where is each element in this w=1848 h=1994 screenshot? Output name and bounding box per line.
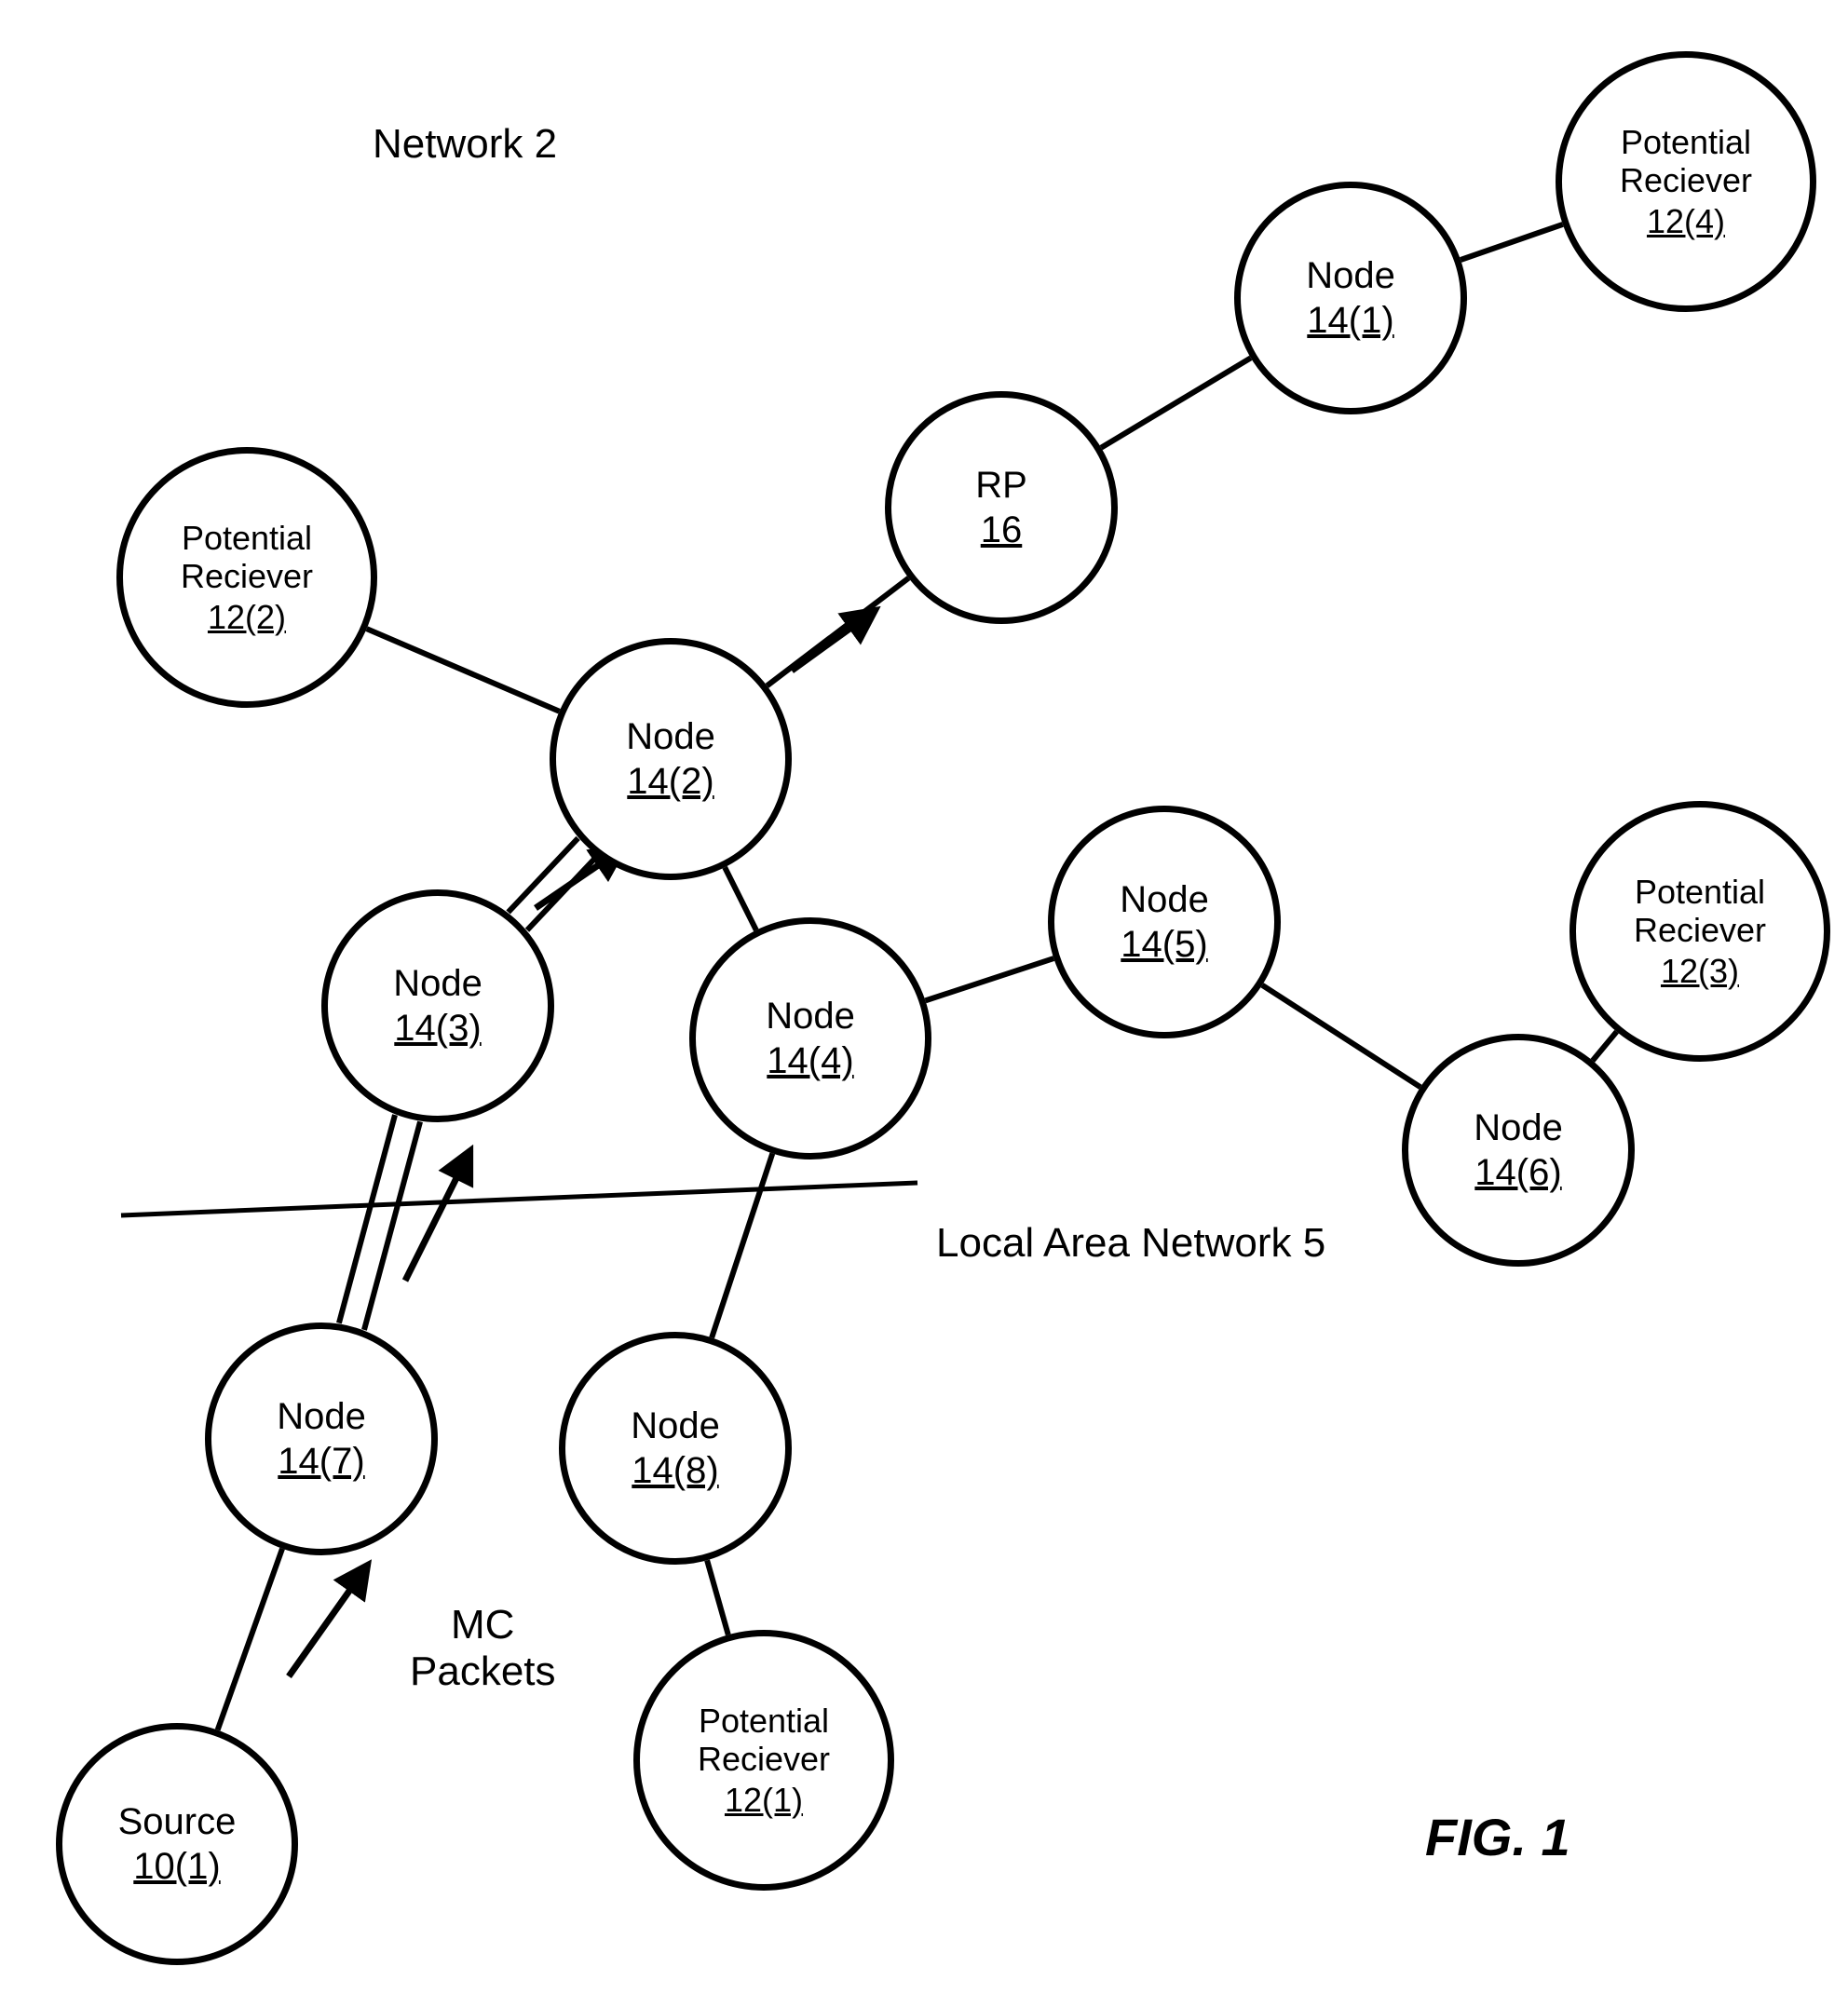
edge-node14_6-pr12_3 [1593,1032,1617,1061]
node-title: PotentialReciever [698,1702,830,1779]
node-node14_5: Node14(5) [1048,806,1281,1038]
node-pr12_1: PotentialReciever12(1) [633,1630,894,1891]
edge-node14_2-pr12_2 [367,629,560,712]
edge-node14_7-node14_3 [364,1121,420,1330]
node-ref: 12(4) [1647,202,1725,240]
node-title: Node [631,1404,720,1447]
node-node14_7: Node14(7) [205,1323,438,1555]
node-ref: 12(3) [1661,952,1739,990]
node-node14_6: Node14(6) [1402,1034,1635,1267]
flow-arrow-1 [405,1150,470,1281]
node-title: RP [975,464,1027,507]
mc-label: MCPackets [410,1602,556,1695]
edge-node14_3-node14_2 [527,856,597,930]
node-ref: 12(1) [725,1781,803,1819]
node-title: PotentialReciever [181,519,313,596]
edge-node14_3-node14_2 [509,838,578,913]
node-title: Node [277,1395,366,1438]
node-title: Node [393,962,482,1005]
node-title: Node [1474,1106,1563,1149]
flow-arrow-0 [289,1565,368,1676]
node-title: Node [1306,254,1395,297]
network-label: Network 2 [373,121,557,168]
node-title: PotentialReciever [1620,123,1752,200]
edge-node14_8-pr12_1 [707,1560,728,1635]
edge-source10_1-node14_7 [218,1549,282,1730]
node-ref: 14(8) [632,1449,718,1492]
diagram-canvas: Source10(1)Node14(7)Node14(8)PotentialRe… [0,0,1848,1994]
node-node14_4: Node14(4) [689,917,931,1160]
node-node14_3: Node14(3) [321,889,554,1122]
node-ref: 12(2) [208,598,286,636]
edge-node14_2-node14_4 [725,867,756,929]
node-pr12_2: PotentialReciever12(2) [116,447,377,708]
node-node14_2: Node14(2) [550,638,792,880]
node-pr12_4: PotentialReciever12(4) [1556,51,1816,312]
node-title: PotentialReciever [1634,873,1766,950]
edge-node14_5-node14_6 [1262,985,1420,1088]
node-ref: 14(4) [767,1039,853,1082]
edge-node14_2-rp16 [767,578,908,686]
edge-rp16-node14_1 [1101,358,1251,447]
edge-node14_1-pr12_4 [1461,224,1563,260]
edge-node14_4-node14_5 [925,958,1053,1000]
node-title: Source [118,1800,237,1843]
node-ref: 10(1) [133,1845,220,1888]
edge-node14_4-node14_8 [712,1153,772,1337]
node-node14_1: Node14(1) [1234,182,1467,414]
node-title: Node [766,995,855,1038]
node-rp16: RP16 [885,391,1118,624]
node-ref: 16 [981,509,1023,551]
node-title: Node [626,715,715,758]
node-ref: 14(1) [1307,299,1393,342]
node-title: Node [1120,878,1209,921]
node-ref: 14(3) [394,1007,481,1050]
node-node14_8: Node14(8) [559,1332,792,1565]
flow-arrow-3 [792,610,876,671]
edge-node14_7-node14_3 [339,1115,395,1323]
node-ref: 14(6) [1474,1151,1561,1194]
lan-label: Local Area Network 5 [936,1220,1325,1267]
node-ref: 14(2) [627,760,713,803]
node-source10_1: Source10(1) [56,1723,298,1965]
lan-divider-line [121,1183,917,1215]
node-ref: 14(7) [278,1440,364,1483]
node-pr12_3: PotentialReciever12(3) [1569,801,1830,1062]
fig-label: FIG. 1 [1425,1807,1570,1867]
node-ref: 14(5) [1121,923,1207,966]
